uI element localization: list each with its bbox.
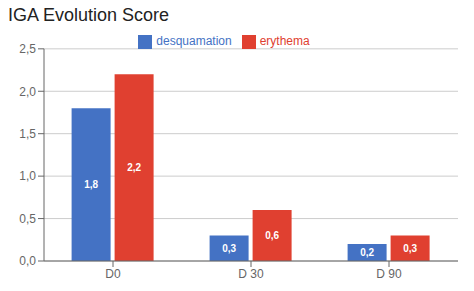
svg-text:1,5: 1,5 — [19, 127, 36, 141]
svg-text:1,0: 1,0 — [19, 169, 36, 183]
svg-text:D0: D0 — [105, 267, 121, 281]
html-text:desquamation: desquamation — [156, 34, 232, 48]
svg-text:0,6: 0,6 — [265, 230, 279, 241]
svg-text:0,3: 0,3 — [222, 243, 236, 254]
svg-text:D 90: D 90 — [376, 267, 402, 281]
svg-text:0,2: 0,2 — [360, 247, 374, 258]
svg-text:2,2: 2,2 — [127, 162, 141, 173]
svg-text:2,5: 2,5 — [19, 42, 36, 56]
html-text:IGA Evolution Score: IGA Evolution Score — [8, 5, 170, 25]
svg-text:0,5: 0,5 — [19, 212, 36, 226]
html-text:erythema: erythema — [259, 34, 310, 48]
svg-text:1,8: 1,8 — [84, 179, 98, 190]
svg-text:0,0: 0,0 — [19, 254, 36, 268]
svg-text:2,0: 2,0 — [19, 85, 36, 99]
svg-text:0,3: 0,3 — [403, 243, 417, 254]
svg-text:D 30: D 30 — [238, 267, 264, 281]
